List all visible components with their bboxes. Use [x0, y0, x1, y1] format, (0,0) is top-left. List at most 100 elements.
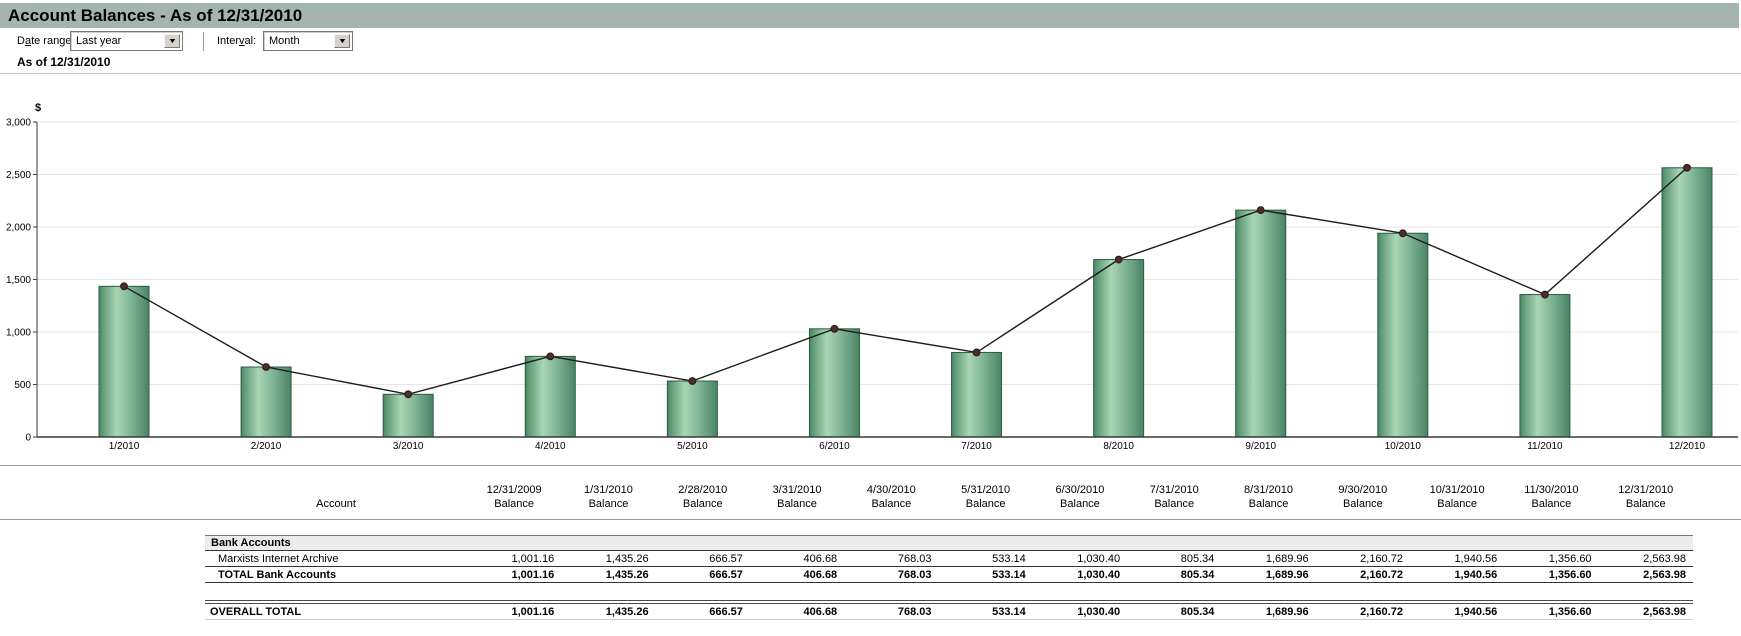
overall-balance-cell: 2,563.98 [1598, 600, 1693, 620]
column-header-date: 5/31/2010 [961, 484, 1011, 496]
balance-cell: 1,356.60 [1504, 566, 1599, 583]
date-range-select[interactable]: Last year ▼ [70, 31, 183, 51]
balance-cell: 666.57 [655, 566, 750, 583]
balance-cell: 2,563.98 [1598, 550, 1693, 567]
column-header-date: 1/31/2010 [583, 484, 633, 496]
column-header-date: 11/30/2010 [1524, 484, 1579, 496]
column-header-date: 10/31/2010 [1429, 484, 1485, 496]
chart-bar [1519, 294, 1571, 438]
x-axis-label: 8/2010 [1103, 441, 1134, 452]
column-header-date: 6/30/2010 [1055, 484, 1105, 496]
overall-total-row: OVERALL TOTAL 1,001.16 1,435.26 666.57 406.6… [205, 600, 1693, 620]
data-point-marker [1256, 206, 1265, 215]
data-point-marker [1683, 163, 1691, 172]
interval-select[interactable]: Month ▼ [263, 31, 353, 51]
column-header-date: 12/31/2009 [486, 484, 542, 496]
balance-cell: 666.57 [655, 550, 750, 567]
chevron-down-icon: ▼ [337, 37, 347, 45]
x-axis-label: 11/2010 [1527, 441, 1563, 452]
chart-bar [240, 366, 292, 438]
account-name-cell: TOTAL Bank Accounts [205, 566, 467, 583]
y-tick-label: 0 [25, 433, 31, 444]
line-series [123, 167, 1688, 396]
balance-cell: 768.03 [844, 550, 939, 567]
balance-column-header: Balance [1531, 498, 1572, 510]
balance-cell: 805.34 [1127, 550, 1222, 567]
date-range-label-text: D [17, 35, 25, 47]
y-axis-unit-label: $ [35, 102, 41, 114]
data-point-marker [830, 324, 839, 333]
interval-dropdown-button[interactable]: ▼ [334, 34, 350, 48]
table-row: TOTAL Bank Accounts 1,001.16 1,435.26 666.5… [205, 566, 1693, 583]
overall-balance-cell: 1,001.16 [467, 600, 562, 620]
chart-bar [951, 351, 1003, 438]
balance-column-header: Balance [777, 498, 817, 510]
y-tick-label: 2,500 [6, 170, 31, 181]
balance-cell: 533.14 [938, 550, 1033, 567]
balance-cell: 1,001.16 [467, 550, 562, 567]
table-header-subs-row: Account Balance Balance Balance Balance Balan… [205, 497, 1693, 511]
data-point-marker [546, 352, 555, 361]
toolbar-divider [0, 73, 1741, 74]
overall-balance-cell: 805.34 [1127, 600, 1222, 620]
section-header-row: Bank Accounts [205, 535, 1693, 551]
overall-balance-cell: 533.14 [938, 600, 1033, 620]
column-header-date: 7/31/2010 [1149, 484, 1199, 496]
data-point-marker [120, 282, 128, 291]
balance-column-header: Balance [1154, 498, 1195, 510]
balance-cell: 1,435.26 [561, 550, 656, 567]
interval-label-text2: al: [244, 35, 257, 47]
y-tick-label: 2,000 [6, 223, 31, 234]
table-header-divider [0, 519, 1741, 520]
balance-cell: 1,001.16 [467, 566, 562, 583]
balance-cell: 1,030.40 [1032, 550, 1128, 567]
table-header-dates-row: 12/31/2009 1/31/2010 2/28/2010 3/31/2010 4/3… [205, 481, 1693, 497]
balance-column-header: Balance [588, 498, 629, 510]
spacer-cell [205, 583, 1693, 603]
balances-table-header: 12/31/2009 1/31/2010 2/28/2010 3/31/2010 4/3… [205, 481, 1693, 511]
chart-bar [1235, 209, 1287, 438]
account-name-cell: Marxists Internet Archive [205, 550, 467, 567]
column-header-date: 4/30/2010 [866, 484, 916, 496]
x-axis-label: 2/2010 [251, 441, 282, 452]
balances-chart: 0 500 1,000 1,500 2,000 2,500 3,000 $1/2010 2/20… [6, 102, 1738, 452]
page-title: Account Balances - As of 12/31/2010 [8, 6, 303, 25]
x-axis-label: 4/2010 [535, 441, 566, 452]
data-point-marker [972, 348, 981, 357]
x-axis-label: 9/2010 [1245, 441, 1276, 452]
balance-column-header: Balance [1625, 498, 1666, 510]
interval-label: Interval: [217, 31, 256, 51]
balance-cell: 1,940.56 [1409, 566, 1505, 583]
header-blank-cell [205, 481, 467, 497]
y-tick-label: 500 [14, 380, 31, 391]
balance-cell: 406.68 [749, 550, 845, 567]
balance-cell: 1,356.60 [1504, 550, 1599, 567]
y-tick-label: 3,000 [6, 118, 31, 129]
balance-column-header: Balance [494, 498, 535, 510]
balance-cell: 1,435.26 [561, 566, 656, 583]
column-header-date: 8/31/2010 [1244, 484, 1293, 496]
data-point-marker [1114, 255, 1123, 264]
balance-column-header: Balance [965, 498, 1006, 510]
chart-bar [1093, 259, 1145, 438]
data-point-marker [404, 390, 413, 399]
overall-balance-cell: 1,940.56 [1409, 600, 1505, 620]
overall-balance-cell: 666.57 [655, 600, 750, 620]
chart-bar [98, 285, 150, 438]
data-point-marker [262, 363, 270, 371]
column-header-date: 2/28/2010 [678, 484, 728, 496]
chart-bar [1377, 232, 1429, 438]
balance-cell: 406.68 [749, 566, 845, 583]
date-range-dropdown-button[interactable]: ▼ [164, 34, 180, 48]
report-subtitle: As of 12/31/2010 [17, 55, 111, 69]
balance-column-header: Balance [1342, 498, 1383, 510]
balance-cell: 1,689.96 [1221, 566, 1316, 583]
balance-column-header: Balance [682, 498, 723, 510]
column-header-date: 9/30/2010 [1338, 484, 1388, 496]
overall-balance-cell: 406.68 [749, 600, 845, 620]
balance-cell: 2,160.72 [1315, 550, 1410, 567]
column-header-date: 12/31/2010 [1618, 484, 1674, 496]
balance-column-header: Balance [1060, 498, 1100, 510]
chart-bar [524, 355, 576, 438]
date-range-label-text2: te range: [31, 35, 75, 47]
